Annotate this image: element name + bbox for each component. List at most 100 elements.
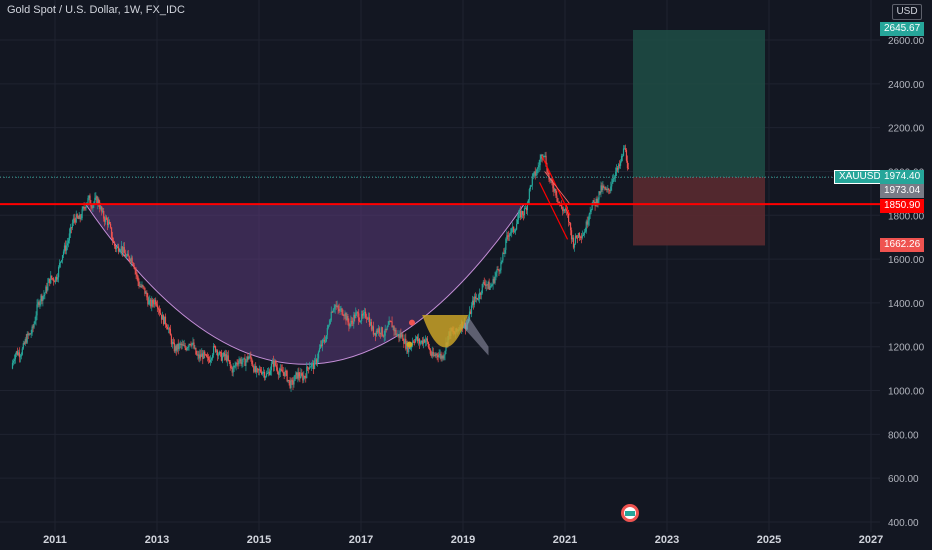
- candle-body: [483, 281, 485, 284]
- candle-body: [560, 205, 562, 207]
- support-price-tag: 1850.90: [880, 199, 925, 213]
- candle-body: [141, 285, 143, 287]
- time-tick-label: 2019: [451, 534, 475, 546]
- candle-body: [309, 366, 311, 369]
- candle-body: [246, 356, 248, 361]
- candle-body: [344, 313, 346, 317]
- candle-body: [500, 262, 502, 271]
- candle-body: [301, 373, 303, 376]
- candle-body: [269, 370, 272, 375]
- candle-body: [83, 206, 85, 208]
- candle-body: [536, 168, 538, 174]
- candle-body: [614, 176, 616, 178]
- time-axis[interactable]: 2011 2013 2015 2017 2019 2021 2023 2025 2027: [43, 534, 883, 546]
- candle-body: [322, 339, 325, 341]
- candle-body: [48, 278, 50, 283]
- candle-body: [475, 297, 478, 299]
- candle-body: [100, 206, 102, 210]
- candle-body: [106, 217, 108, 220]
- candle-body: [534, 171, 536, 176]
- candle-body: [38, 302, 40, 306]
- candle-body: [392, 326, 394, 328]
- candle-body: [198, 354, 200, 359]
- candle-body: [135, 270, 137, 275]
- candle-body: [220, 352, 223, 361]
- candle-body: [20, 354, 22, 357]
- candle-body: [626, 160, 629, 169]
- candle-body: [225, 354, 227, 361]
- candle-body: [12, 360, 15, 363]
- candle-body: [77, 217, 79, 220]
- candle-body: [289, 380, 291, 388]
- candle-body: [65, 245, 68, 251]
- candle-body: [425, 338, 427, 341]
- candle-body: [91, 206, 93, 208]
- candle-body: [443, 355, 445, 359]
- candle-body: [11, 362, 14, 369]
- candle-body: [151, 300, 153, 307]
- candle-body: [494, 276, 496, 283]
- pattern-overlays: [0, 155, 880, 356]
- candle-body: [105, 217, 107, 222]
- candle-body: [343, 315, 345, 317]
- candle-body: [68, 233, 70, 241]
- candle-body: [537, 167, 539, 169]
- candle-body: [627, 168, 630, 170]
- candle-body: [354, 314, 356, 319]
- candle-body: [478, 292, 480, 300]
- candle-body: [528, 189, 530, 200]
- candle-body: [625, 150, 628, 161]
- candle-body: [243, 358, 245, 360]
- candle-body: [262, 371, 265, 373]
- candle-body: [377, 328, 379, 333]
- candle-body: [202, 353, 204, 359]
- candle-body: [308, 367, 310, 369]
- candle-body: [128, 256, 130, 260]
- candle-body: [589, 212, 591, 215]
- candle-body: [311, 363, 313, 367]
- candle-body: [169, 328, 172, 336]
- candle-body: [621, 155, 624, 157]
- candle-body: [37, 302, 39, 305]
- candle-body: [616, 167, 618, 172]
- candle-body: [229, 362, 231, 367]
- candle-body: [194, 347, 196, 349]
- candle-body: [430, 353, 432, 356]
- candle-body: [345, 313, 347, 321]
- candle-body: [562, 208, 564, 212]
- candle-body: [291, 380, 293, 382]
- events-icon[interactable]: [621, 504, 639, 522]
- candle-body: [605, 189, 607, 191]
- candle-body: [24, 339, 26, 345]
- candle-body: [428, 347, 430, 350]
- candle-body: [419, 342, 422, 344]
- candle-body: [257, 368, 259, 370]
- candle-body: [362, 314, 364, 316]
- currency-label[interactable]: USD: [892, 4, 922, 20]
- candle-body: [195, 347, 197, 355]
- candle-body: [63, 245, 66, 252]
- candle-body: [239, 359, 241, 361]
- candle-body: [155, 299, 157, 305]
- candle-body: [607, 188, 609, 191]
- candle-body: [193, 342, 195, 349]
- candle-body: [16, 351, 19, 355]
- candle-body: [410, 346, 412, 349]
- candle-body: [190, 344, 192, 346]
- candle-body: [261, 371, 263, 374]
- candle-body: [224, 354, 226, 357]
- candle-body: [101, 206, 103, 212]
- candle-body: [130, 257, 132, 262]
- candle-body: [476, 297, 478, 300]
- candle-body: [266, 373, 269, 375]
- candle-body: [405, 338, 407, 349]
- candle-body: [350, 320, 352, 325]
- candle-body: [533, 171, 535, 174]
- candle-body: [618, 164, 620, 170]
- candle-body: [283, 372, 285, 376]
- candle-body: [231, 367, 233, 373]
- candle-body: [201, 353, 203, 357]
- price-axis[interactable]: 2600.002400.002200.002000.001800.001600.…: [888, 36, 925, 529]
- candle-body: [438, 354, 440, 357]
